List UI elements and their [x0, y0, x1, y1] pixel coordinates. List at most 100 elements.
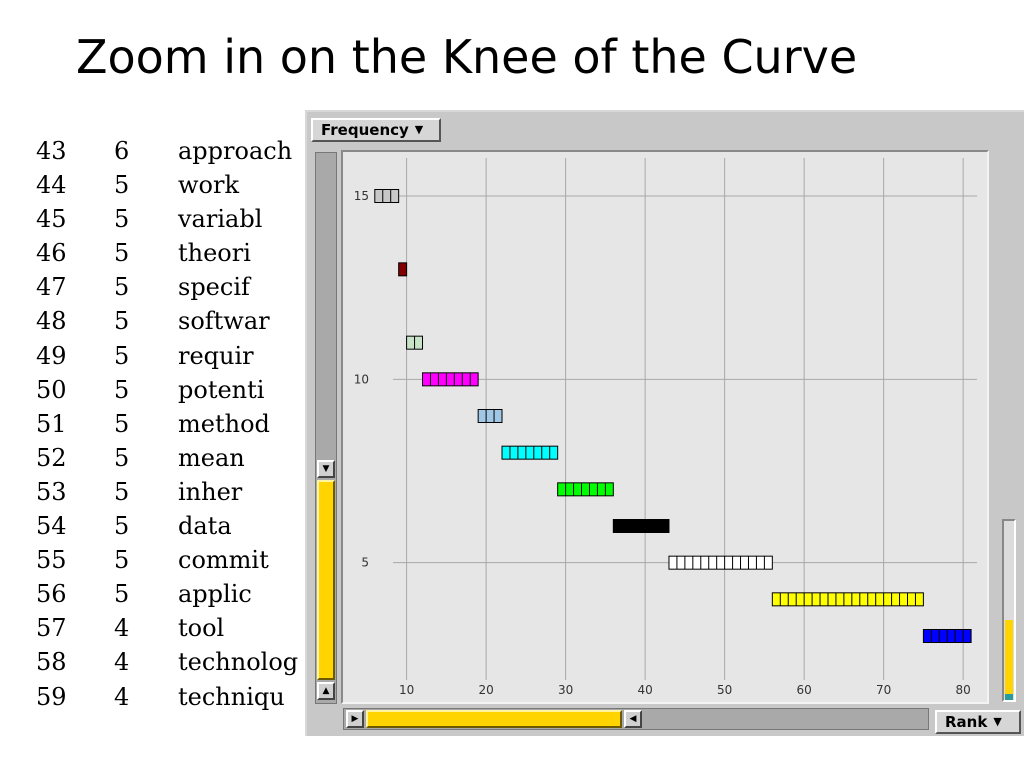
term-frequency: 5	[114, 239, 130, 268]
frequency-bar-rect	[557, 482, 614, 497]
frequency-bar[interactable]	[422, 372, 479, 387]
x-tick-label: 40	[637, 683, 652, 697]
frequency-bar[interactable]	[501, 445, 559, 460]
range-slider-base	[1005, 694, 1013, 700]
term-frequency: 5	[114, 273, 130, 302]
term-word: specif	[178, 273, 250, 302]
x-tick-label: 50	[717, 683, 732, 697]
term-frequency: 5	[114, 443, 130, 472]
term-frequency: 6	[114, 137, 130, 165]
scroll-down-button[interactable]: ▼	[317, 460, 335, 478]
term-rank: 48	[36, 307, 67, 336]
term-frequency: 4	[114, 614, 130, 643]
term-rank: 57	[36, 614, 67, 643]
term-frequency: 4	[114, 682, 130, 711]
range-slider[interactable]	[1002, 519, 1016, 702]
term-word: technolog	[178, 648, 299, 677]
frequency-bar[interactable]	[922, 629, 972, 643]
scroll-left-button[interactable]: ◀	[624, 710, 642, 728]
term-word: approach	[178, 137, 293, 165]
term-word: potenti	[178, 375, 265, 404]
frequency-bar-rect	[398, 262, 408, 277]
frequency-bar-rect	[374, 189, 400, 203]
frequency-bar-rect	[477, 409, 503, 423]
frequency-bar-rect	[422, 372, 479, 387]
term-word: theori	[178, 239, 251, 268]
arrow-right-icon: ▶	[351, 714, 359, 724]
horizontal-scrollbar[interactable]: ▶ ◀	[343, 708, 929, 730]
visualization-window: Frequency ▼ ▼ ▲ 10 20 30 40 50 60 70 80 5 10 15 ▶ ◀…	[305, 110, 1024, 736]
frequency-bar[interactable]	[612, 519, 670, 533]
term-rank: 50	[36, 375, 67, 404]
arrow-down-icon: ▼	[322, 464, 330, 474]
term-frequency: 4	[114, 648, 130, 677]
arrow-left-icon: ◀	[629, 714, 637, 724]
term-word: applic	[178, 580, 252, 609]
x-tick-label: 60	[796, 683, 811, 697]
frequency-bar[interactable]	[668, 555, 773, 570]
slide-title: Zoom in on the Knee of the Curve	[76, 30, 858, 84]
term-rank: 56	[36, 580, 67, 609]
term-frequency: 5	[114, 205, 130, 234]
y-tick-label: 15	[354, 189, 369, 203]
horizontal-scroll-thumb[interactable]	[366, 710, 622, 728]
range-slider-fill	[1005, 620, 1013, 700]
scroll-right-button[interactable]: ▶	[346, 710, 364, 728]
term-frequency: 5	[114, 307, 130, 336]
y-tick-label: 5	[361, 556, 369, 570]
term-rank: 54	[36, 512, 67, 541]
x-tick-label: 20	[478, 683, 493, 697]
frequency-bar-rect	[612, 519, 670, 533]
vertical-scrollbar[interactable]: ▼ ▲	[315, 152, 337, 704]
frequency-bar-rect	[771, 592, 924, 607]
x-tick-label: 70	[876, 683, 891, 697]
term-rank: 55	[36, 546, 67, 575]
term-rank: 51	[36, 409, 67, 438]
frequency-bar[interactable]	[477, 409, 503, 423]
x-tick-label: 30	[558, 683, 573, 697]
term-rank: 45	[36, 205, 67, 234]
term-word: commit	[178, 546, 269, 575]
term-frequency: 5	[114, 375, 130, 404]
frequency-axis-dropdown[interactable]: Frequency ▼	[311, 118, 441, 142]
term-rank: 59	[36, 682, 67, 711]
term-frequency: 5	[114, 477, 130, 506]
term-word: variabl	[178, 205, 263, 234]
term-rank: 53	[36, 477, 67, 506]
y-tick-label: 10	[354, 372, 369, 386]
term-word: mean	[178, 443, 245, 472]
x-tick-label: 10	[399, 683, 414, 697]
term-frequency: 5	[114, 171, 130, 200]
term-rank: 52	[36, 443, 67, 472]
chevron-down-icon: ▼	[993, 715, 1002, 728]
rank-dropdown-label: Rank	[945, 713, 988, 731]
term-frequency: 5	[114, 512, 130, 541]
term-rank: 44	[36, 171, 67, 200]
term-word: work	[178, 171, 240, 200]
term-rank: 49	[36, 341, 67, 370]
term-word: inher	[178, 477, 243, 506]
term-frequency: 5	[114, 580, 130, 609]
frequency-rank-chart: 10 20 30 40 50 60 70 80 5 10 15	[354, 158, 977, 697]
term-rank: 58	[36, 648, 67, 677]
plot-area: 10 20 30 40 50 60 70 80 5 10 15	[341, 150, 989, 704]
term-rank: 43	[36, 137, 67, 165]
frequency-dropdown-label: Frequency	[321, 121, 409, 139]
frequency-bar[interactable]	[374, 189, 400, 203]
vertical-scroll-thumb[interactable]	[317, 480, 335, 680]
frequency-bar[interactable]	[557, 482, 614, 497]
term-word: softwar	[178, 307, 270, 336]
term-frequency: 5	[114, 341, 130, 370]
term-word: requir	[178, 341, 254, 370]
term-word: techniqu	[178, 682, 285, 711]
term-rank: 46	[36, 239, 67, 268]
arrow-up-icon: ▲	[322, 686, 330, 696]
frequency-bar-rect	[501, 445, 559, 460]
term-frequency: 5	[114, 546, 130, 575]
frequency-bar[interactable]	[398, 262, 408, 277]
scroll-up-button[interactable]: ▲	[317, 682, 335, 700]
term-word: method	[178, 409, 270, 438]
frequency-bar[interactable]	[771, 592, 924, 607]
frequency-bar[interactable]	[406, 335, 424, 350]
rank-axis-dropdown[interactable]: Rank ▼	[935, 710, 1021, 734]
